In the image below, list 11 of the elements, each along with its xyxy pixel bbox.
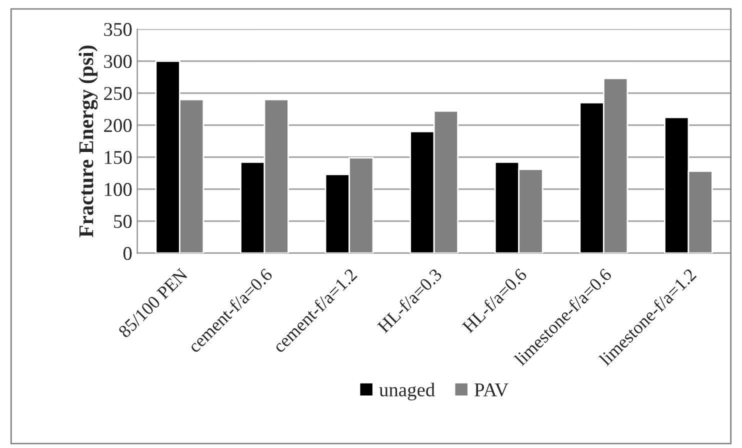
legend-label: unaged (379, 382, 435, 400)
y-tick-label: 50 (114, 214, 132, 228)
y-tick-label: 300 (104, 54, 132, 68)
legend-label: PAV (474, 383, 508, 397)
y-tick-label: 0 (123, 246, 132, 260)
y-tick-label: 150 (104, 150, 132, 164)
y-axis-title: Fracture Energy (psi) (78, 46, 98, 238)
y-tick-label: 200 (104, 118, 132, 132)
y-tick-label: 100 (104, 182, 132, 196)
y-tick-label: 250 (104, 86, 132, 100)
y-tick-label: 350 (104, 22, 132, 36)
